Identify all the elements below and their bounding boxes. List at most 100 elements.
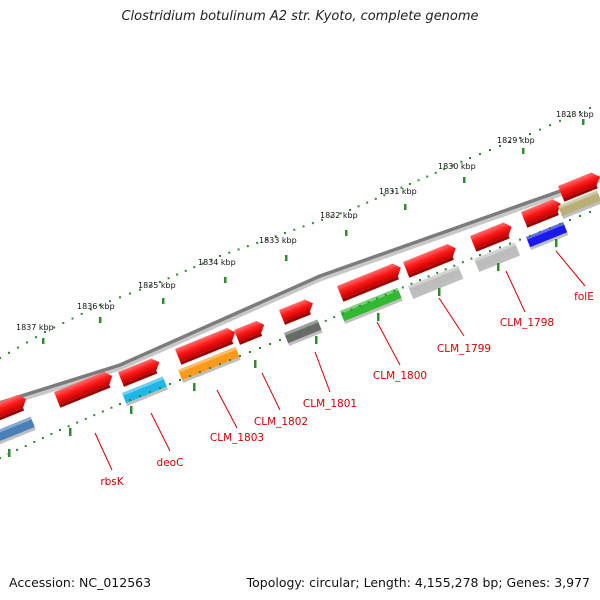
minor-tick xyxy=(499,145,501,147)
minor-tick xyxy=(184,269,187,272)
minor-tick xyxy=(321,218,324,221)
minor-tick xyxy=(307,327,310,330)
feature-arrow xyxy=(279,299,313,325)
minor-tick xyxy=(559,119,561,122)
gene-label: CLM_1802 xyxy=(254,416,308,428)
major-tick xyxy=(377,313,380,321)
minor-tick xyxy=(427,275,430,278)
minor-tick xyxy=(333,316,336,319)
minor-tick xyxy=(324,319,327,322)
backbone xyxy=(0,175,600,405)
minor-tick xyxy=(265,238,268,241)
minor-tick xyxy=(349,209,351,211)
minor-tick xyxy=(93,414,96,417)
cds-track xyxy=(0,190,600,447)
major-tick xyxy=(162,298,165,304)
minor-tick xyxy=(210,258,213,261)
major-tick xyxy=(42,338,45,344)
minor-tick xyxy=(24,445,27,447)
gene-label: CLM_1800 xyxy=(373,370,427,382)
major-tick xyxy=(99,317,102,323)
cds-bar xyxy=(473,242,521,272)
feature-arrow xyxy=(54,371,113,408)
minor-tick xyxy=(341,312,344,315)
callout-line xyxy=(314,351,331,393)
scale-label: 1830 kbp xyxy=(438,162,476,171)
minor-tick xyxy=(109,300,111,303)
minor-tick xyxy=(569,219,571,221)
callout-line xyxy=(94,432,113,471)
minor-tick xyxy=(239,355,241,357)
minor-tick xyxy=(401,286,404,289)
major-tick xyxy=(130,406,133,414)
minor-tick xyxy=(110,406,113,409)
genome-stats: Topology: circular; Length: 4,155,278 bp… xyxy=(246,575,590,590)
minor-tick xyxy=(62,322,65,324)
feature-arrow xyxy=(234,321,265,345)
major-tick xyxy=(497,263,500,271)
minor-tick xyxy=(219,363,221,365)
gene-callouts: folE CLM_1798 CLM_1799 CLM_1800 CLM_1801 CLM_… xyxy=(94,250,594,488)
minor-tick xyxy=(489,250,491,253)
minor-tick xyxy=(451,164,454,167)
minor-tick xyxy=(383,194,386,197)
minor-tick xyxy=(139,288,141,291)
minor-tick xyxy=(350,308,353,311)
minor-tick xyxy=(274,235,277,238)
minor-tick xyxy=(499,246,501,249)
callout-line xyxy=(216,389,238,429)
minor-tick xyxy=(80,313,83,315)
minor-tick xyxy=(469,157,471,159)
scale-label: 1832 kbp xyxy=(320,211,358,220)
major-tick xyxy=(285,255,288,261)
minor-tick xyxy=(167,277,170,280)
scale-label: 1833 kbp xyxy=(259,236,297,245)
scale-label: 1837 kbp xyxy=(16,323,54,332)
minor-tick xyxy=(529,133,531,135)
minor-tick xyxy=(460,160,463,163)
minor-tick xyxy=(59,429,61,431)
minor-tick xyxy=(53,326,56,329)
minor-tick xyxy=(84,417,87,420)
minor-tick xyxy=(279,339,281,341)
cds-bar xyxy=(284,319,323,346)
minor-tick xyxy=(246,245,249,248)
minor-tick xyxy=(119,296,121,299)
minor-tick xyxy=(99,304,101,306)
feature-arrow xyxy=(470,222,512,252)
minor-tick xyxy=(374,197,377,200)
feature-arrow xyxy=(558,172,600,202)
minor-tick xyxy=(41,437,44,439)
minor-tick xyxy=(8,351,10,354)
minor-tick xyxy=(367,301,370,304)
gene-label: CLM_1803 xyxy=(210,432,264,444)
minor-tick xyxy=(293,228,296,231)
minor-tick xyxy=(16,449,19,451)
callout-line xyxy=(150,412,171,452)
minor-tick xyxy=(509,141,511,143)
minor-tick xyxy=(357,205,360,208)
minor-tick xyxy=(199,371,201,373)
feature-arrow xyxy=(118,358,160,387)
gene-label: rbsK xyxy=(100,476,124,488)
minor-tick xyxy=(129,399,131,401)
major-tick xyxy=(69,428,72,436)
minor-tick xyxy=(89,308,92,311)
feature-arrow xyxy=(403,244,456,278)
scale-label: 1835 kbp xyxy=(138,281,176,290)
minor-tick xyxy=(71,317,74,320)
cds-bar xyxy=(121,376,169,406)
feature-arrow xyxy=(175,328,236,365)
callout-line xyxy=(505,270,526,313)
gene-label: CLM_1799 xyxy=(437,343,491,355)
scale-ticks-inner xyxy=(0,211,591,459)
gene-label: folE xyxy=(574,291,594,303)
minor-tick xyxy=(569,115,571,118)
gene-label: CLM_1801 xyxy=(303,398,357,410)
major-tick xyxy=(224,277,227,283)
minor-tick xyxy=(376,297,379,300)
minor-tick xyxy=(579,215,581,217)
minor-tick xyxy=(589,107,591,109)
major-tick xyxy=(582,119,585,125)
